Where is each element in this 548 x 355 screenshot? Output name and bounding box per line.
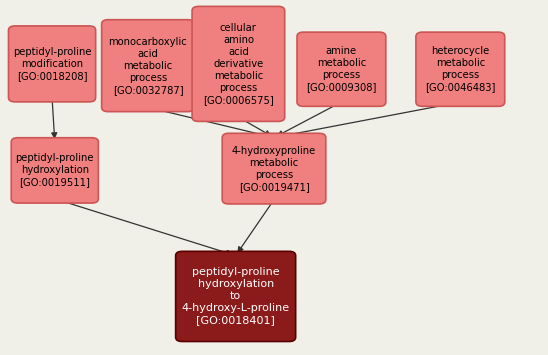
- Text: monocarboxylic
acid
metabolic
process
[GO:0032787]: monocarboxylic acid metabolic process [G…: [109, 37, 187, 95]
- FancyBboxPatch shape: [416, 32, 505, 106]
- FancyBboxPatch shape: [222, 133, 326, 204]
- Text: peptidyl-proline
hydroxylation
[GO:0019511]: peptidyl-proline hydroxylation [GO:00195…: [15, 153, 94, 187]
- Text: amine
metabolic
process
[GO:0009308]: amine metabolic process [GO:0009308]: [306, 46, 376, 92]
- Text: cellular
amino
acid
derivative
metabolic
process
[GO:0006575]: cellular amino acid derivative metabolic…: [203, 23, 274, 105]
- Text: peptidyl-proline
hydroxylation
to
4-hydroxy-L-proline
[GO:0018401]: peptidyl-proline hydroxylation to 4-hydr…: [181, 267, 290, 326]
- FancyBboxPatch shape: [11, 138, 99, 203]
- FancyBboxPatch shape: [8, 26, 95, 102]
- Text: peptidyl-proline
modification
[GO:0018208]: peptidyl-proline modification [GO:001820…: [13, 47, 92, 81]
- FancyBboxPatch shape: [102, 20, 194, 111]
- FancyBboxPatch shape: [175, 251, 296, 342]
- FancyBboxPatch shape: [192, 6, 285, 121]
- Text: heterocycle
metabolic
process
[GO:0046483]: heterocycle metabolic process [GO:004648…: [425, 46, 495, 92]
- Text: 4-hydroxyproline
metabolic
process
[GO:0019471]: 4-hydroxyproline metabolic process [GO:0…: [232, 146, 316, 192]
- FancyBboxPatch shape: [297, 32, 386, 106]
